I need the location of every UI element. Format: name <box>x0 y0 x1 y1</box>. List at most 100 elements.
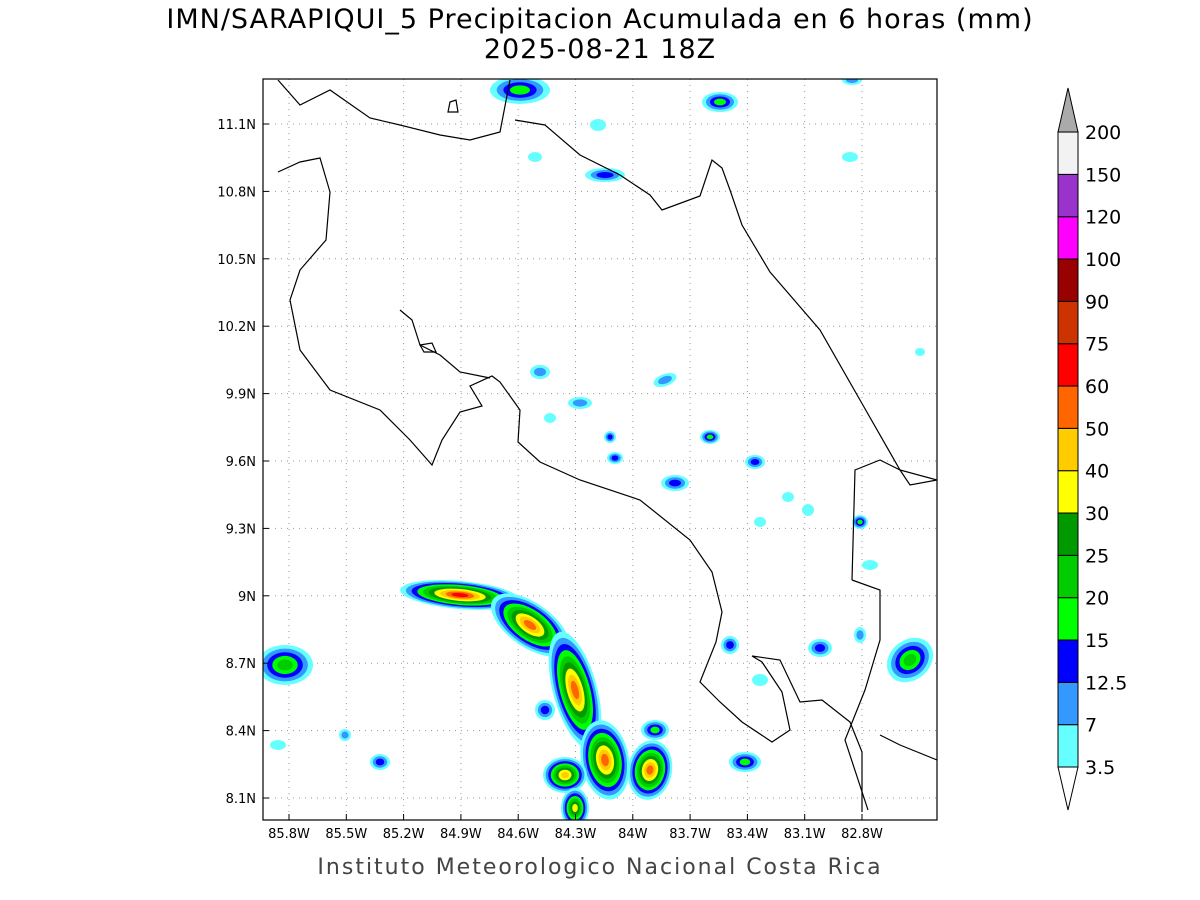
precip-contour <box>601 753 609 767</box>
map-title: IMN/SARAPIQUI_5 Precipitacion Acumulada … <box>166 4 1034 35</box>
legend-swatch <box>1057 554 1079 599</box>
legend-label: 120 <box>1085 207 1121 229</box>
precip-contour <box>658 375 672 385</box>
lon-tick-label: 84.9W <box>440 827 482 842</box>
precip-contour <box>782 492 794 502</box>
lat-tick-label: 8.4N <box>226 725 256 740</box>
legend-swatch <box>1057 681 1079 726</box>
legend-label: 90 <box>1085 291 1109 313</box>
legend-label: 3.5 <box>1085 757 1115 779</box>
lon-tick-label: 84.6W <box>497 827 539 842</box>
lon-tick-label: 84W <box>618 827 648 842</box>
lon-tick-label: 84.3W <box>555 827 597 842</box>
legend-label: 7 <box>1085 715 1097 737</box>
precip-contour <box>611 455 619 461</box>
precip-contour <box>544 413 556 423</box>
precip-contour <box>669 479 681 487</box>
lat-tick-label: 10.2N <box>217 320 256 335</box>
map-frame <box>262 78 938 821</box>
precip-contour <box>903 653 917 667</box>
precip-contour <box>596 172 614 178</box>
map-subtitle: 2025-08-21 18Z <box>483 34 717 65</box>
precip-contour <box>607 434 613 440</box>
legend-label: 25 <box>1085 545 1109 567</box>
precip-contour <box>523 620 537 630</box>
lon-tick-label: 85.5W <box>325 827 367 842</box>
coastline <box>277 79 937 812</box>
legend-swatch <box>1057 343 1079 387</box>
precip-contour <box>528 152 542 162</box>
precip-contour <box>650 726 660 734</box>
legend-label: 15 <box>1085 630 1109 652</box>
precip-contour <box>802 504 814 516</box>
precip-contour <box>570 680 580 700</box>
legend-swatch <box>1057 300 1079 345</box>
precip-contour <box>277 659 293 671</box>
precip-contour <box>375 758 385 766</box>
legend-label: 60 <box>1085 376 1109 398</box>
legend-label: 150 <box>1085 164 1121 186</box>
precip-contour <box>451 592 469 598</box>
precip-contour <box>857 519 863 525</box>
precip-contour <box>341 731 349 739</box>
precipitation-fields <box>263 79 937 820</box>
precip-contour <box>714 98 726 106</box>
lat-tick-label: 8.7N <box>226 657 256 672</box>
precip-contour <box>862 560 878 570</box>
legend-swatch <box>1057 131 1079 175</box>
legend-swatch <box>1057 258 1079 302</box>
legend-swatch <box>1057 724 1079 768</box>
precip-contour <box>270 740 286 750</box>
precip-contour <box>752 674 768 686</box>
precip-contour <box>726 641 734 649</box>
lon-tick-label: 83.4W <box>726 827 768 842</box>
legend-label: 20 <box>1085 588 1109 610</box>
precip-contour <box>842 152 858 162</box>
legend-label: 12.5 <box>1085 672 1127 694</box>
precip-contour <box>572 399 588 407</box>
legend-over-arrow <box>1057 87 1079 133</box>
legend-swatch <box>1057 427 1079 472</box>
precip-contour <box>750 459 760 465</box>
legend-swatch <box>1057 512 1079 556</box>
lat-tick-label: 8.1N <box>226 792 256 807</box>
precip-contour <box>915 348 925 356</box>
lon-tick-label: 83.1W <box>784 827 826 842</box>
lat-tick-label: 11.1N <box>217 118 256 133</box>
precip-contour <box>510 85 530 95</box>
lat-tick-label: 10.5N <box>217 253 256 268</box>
precip-contour <box>739 758 751 766</box>
precip-contour <box>846 79 858 83</box>
legend-label: 200 <box>1085 122 1121 144</box>
precip-contour <box>754 517 766 527</box>
lon-tick-label: 85.8W <box>268 827 310 842</box>
precip-contour <box>646 765 654 775</box>
legend-swatch <box>1057 216 1079 260</box>
precip-contour <box>590 119 606 131</box>
legend-swatch <box>1057 639 1079 683</box>
legend-label: 40 <box>1085 461 1109 483</box>
lat-tick-label: 9.6N <box>226 455 256 470</box>
lat-tick-label: 9N <box>238 590 256 605</box>
precip-contour <box>856 630 864 640</box>
legend-swatch <box>1057 597 1079 641</box>
legend-swatch <box>1057 385 1079 429</box>
lon-tick-label: 82.8W <box>841 827 883 842</box>
precip-contour <box>540 705 550 715</box>
lon-tick-label: 85.2W <box>383 827 425 842</box>
legend-label: 75 <box>1085 334 1109 356</box>
legend-swatch <box>1057 470 1079 514</box>
precip-contour <box>561 771 569 779</box>
lat-tick-label: 10.8N <box>217 185 256 200</box>
legend-label: 100 <box>1085 249 1121 271</box>
color-legend: 3.5 7 12.5 15 20 25 30 40 50 60 75 90 100 120 150 200 <box>1057 87 1127 811</box>
legend-swatch <box>1057 173 1079 218</box>
legend-label: 50 <box>1085 418 1109 440</box>
precip-contour <box>572 804 578 812</box>
precip-contour <box>706 434 714 440</box>
legend-under-arrow <box>1057 766 1079 811</box>
precip-contour <box>534 367 546 377</box>
lat-tick-label: 9.3N <box>226 522 256 537</box>
lon-tick-label: 83.7W <box>669 827 711 842</box>
